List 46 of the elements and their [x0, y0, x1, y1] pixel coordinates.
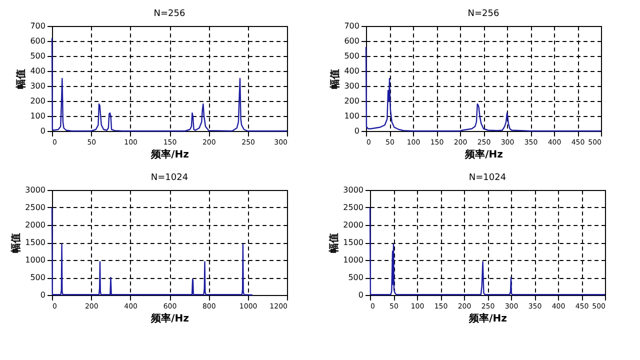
y-tick-label: 2500 [25, 203, 46, 212]
y-tick-label: 500 [344, 52, 360, 60]
y-axis-title: 幅值 [328, 233, 340, 253]
y-tick-label: 700 [344, 22, 360, 30]
y-axis-title: 幅值 [329, 69, 342, 89]
x-axis-title: 频率/Hz [150, 148, 190, 160]
y-tick-label: 700 [30, 22, 46, 30]
line-series [51, 37, 288, 132]
y-tick-label: 500 [348, 273, 364, 282]
y-axis-title: 幅值 [10, 233, 22, 253]
y-tick-label: 500 [30, 273, 46, 282]
y-tick-label: 200 [344, 96, 360, 106]
y-tick-label: 0 [40, 290, 46, 300]
y-tick-label: 2000 [25, 220, 46, 230]
y-tick-label: 0 [354, 126, 360, 136]
y-tick-label: 400 [30, 66, 46, 76]
y-tick-label: 2000 [343, 220, 364, 230]
line-series [369, 206, 606, 296]
y-tick-label: 1500 [343, 238, 364, 247]
y-tick-label: 2500 [343, 203, 364, 212]
y-tick-label: 500 [30, 52, 46, 60]
y-tick-label: 600 [344, 36, 360, 46]
chart-title: N=256 [468, 9, 500, 19]
y-tick-label: 3000 [25, 186, 46, 194]
y-tick-label: 0 [358, 290, 364, 300]
line-series [365, 46, 602, 132]
y-tick-label: 300 [344, 82, 360, 90]
y-tick-label: 3000 [343, 186, 364, 194]
y-tick-label: 0 [40, 126, 46, 136]
y-tick-label: 100 [344, 112, 360, 120]
line-series [51, 206, 254, 296]
y-tick-label: 400 [344, 66, 360, 76]
y-tick-label: 200 [30, 96, 46, 106]
y-tick-label: 100 [30, 112, 46, 120]
chart-title: N=1024 [468, 173, 506, 183]
x-axis-title: 频率/Hz [464, 148, 504, 160]
y-tick-label: 1500 [25, 238, 46, 247]
chart-title: N=1024 [150, 173, 188, 183]
y-tick-label: 300 [30, 82, 46, 90]
x-axis-title: 频率/Hz [150, 312, 190, 324]
y-axis-title: 幅值 [15, 69, 28, 89]
y-tick-label: 1000 [343, 256, 364, 264]
y-tick-label: 600 [30, 36, 46, 46]
chart-title: N=256 [154, 9, 186, 19]
x-axis-title: 频率/Hz [468, 312, 508, 324]
y-tick-label: 1000 [25, 256, 46, 264]
